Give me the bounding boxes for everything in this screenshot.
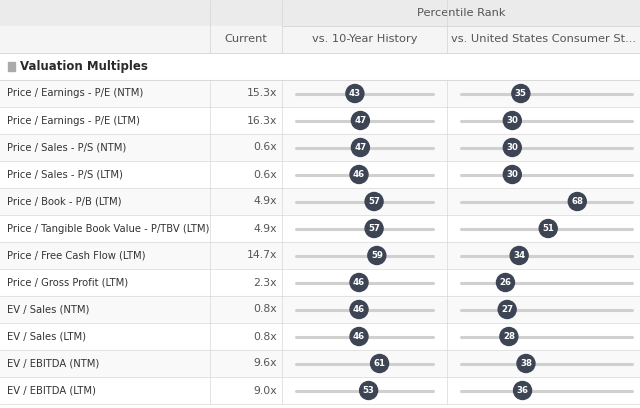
Text: 47: 47 [355, 116, 367, 125]
Circle shape [497, 273, 515, 291]
Bar [0, 161, 640, 188]
Text: Percentile Rank: Percentile Rank [417, 8, 505, 18]
Text: 2.3x: 2.3x [253, 277, 277, 288]
Circle shape [498, 301, 516, 319]
Text: 0.8x: 0.8x [253, 304, 277, 315]
Circle shape [510, 246, 528, 264]
Text: 38: 38 [520, 359, 532, 368]
Text: Price / Earnings - P/E (LTM): Price / Earnings - P/E (LTM) [7, 115, 140, 126]
Text: 53: 53 [363, 386, 374, 395]
Circle shape [517, 355, 535, 373]
Text: vs. United States Consumer St...: vs. United States Consumer St... [451, 35, 636, 44]
Text: Price / Free Cash Flow (LTM): Price / Free Cash Flow (LTM) [7, 251, 145, 260]
Text: 30: 30 [506, 170, 518, 179]
Circle shape [568, 193, 586, 211]
Text: 34: 34 [513, 251, 525, 260]
Circle shape [371, 355, 388, 373]
Bar [0, 188, 640, 215]
Text: 30: 30 [506, 116, 518, 125]
Circle shape [500, 328, 518, 346]
Circle shape [350, 166, 368, 184]
Text: EV / Sales (LTM): EV / Sales (LTM) [7, 331, 86, 341]
Bar [0, 80, 640, 107]
Text: 15.3x: 15.3x [246, 89, 277, 98]
Bar [0, 269, 640, 296]
Text: 28: 28 [503, 332, 515, 341]
Text: 0.6x: 0.6x [253, 169, 277, 180]
Text: 35: 35 [515, 89, 527, 98]
Bar [0, 107, 640, 134]
Text: EV / EBITDA (LTM): EV / EBITDA (LTM) [7, 386, 96, 395]
Circle shape [346, 84, 364, 102]
Bar [282, 0, 640, 26]
Text: Price / Sales - P/S (NTM): Price / Sales - P/S (NTM) [7, 142, 126, 153]
Text: 0.8x: 0.8x [253, 331, 277, 341]
Text: 46: 46 [353, 332, 365, 341]
Bar [0, 134, 640, 161]
Text: Price / Gross Profit (LTM): Price / Gross Profit (LTM) [7, 277, 128, 288]
Text: 26: 26 [499, 278, 511, 287]
Text: 30: 30 [506, 143, 518, 152]
Text: 46: 46 [353, 305, 365, 314]
Text: 51: 51 [542, 224, 554, 233]
Bar [0, 323, 640, 350]
Circle shape [368, 246, 386, 264]
Text: 46: 46 [353, 278, 365, 287]
Circle shape [503, 166, 522, 184]
Text: 43: 43 [349, 89, 361, 98]
Circle shape [351, 138, 369, 157]
Text: 27: 27 [501, 305, 513, 314]
Text: 36: 36 [516, 386, 529, 395]
Bar [0, 242, 640, 269]
Text: 68: 68 [572, 197, 583, 206]
Text: 47: 47 [355, 143, 367, 152]
Circle shape [350, 301, 368, 319]
Circle shape [513, 381, 532, 399]
Circle shape [540, 220, 557, 237]
Circle shape [512, 84, 530, 102]
Circle shape [351, 111, 369, 129]
Circle shape [350, 328, 368, 346]
Bar [0, 215, 640, 242]
Text: 57: 57 [368, 197, 380, 206]
Text: Price / Sales - P/S (LTM): Price / Sales - P/S (LTM) [7, 169, 123, 180]
Bar [0, 0, 640, 26]
Text: 4.9x: 4.9x [253, 197, 277, 206]
Circle shape [360, 381, 378, 399]
Text: 9.6x: 9.6x [253, 359, 277, 368]
Circle shape [365, 220, 383, 237]
Text: 0.6x: 0.6x [253, 142, 277, 153]
Circle shape [350, 273, 368, 291]
Text: Valuation Multiples: Valuation Multiples [20, 60, 148, 73]
Text: 14.7x: 14.7x [246, 251, 277, 260]
Text: 9.0x: 9.0x [253, 386, 277, 395]
Bar [0, 377, 640, 404]
Circle shape [365, 193, 383, 211]
Text: EV / Sales (NTM): EV / Sales (NTM) [7, 304, 90, 315]
Text: Price / Tangible Book Value - P/TBV (LTM): Price / Tangible Book Value - P/TBV (LTM… [7, 224, 209, 233]
Bar [0, 53, 640, 80]
Text: vs. 10-Year History: vs. 10-Year History [312, 35, 417, 44]
Text: Price / Book - P/B (LTM): Price / Book - P/B (LTM) [7, 197, 122, 206]
Text: Current: Current [225, 35, 268, 44]
Text: 46: 46 [353, 170, 365, 179]
Text: 61: 61 [374, 359, 385, 368]
Text: EV / EBITDA (NTM): EV / EBITDA (NTM) [7, 359, 99, 368]
Bar [8, 62, 15, 71]
Text: Price / Earnings - P/E (NTM): Price / Earnings - P/E (NTM) [7, 89, 143, 98]
Bar [0, 26, 640, 53]
Circle shape [503, 138, 522, 157]
Text: 16.3x: 16.3x [246, 115, 277, 126]
Circle shape [503, 111, 522, 129]
Text: 4.9x: 4.9x [253, 224, 277, 233]
Bar [0, 350, 640, 377]
Bar [0, 296, 640, 323]
Text: 59: 59 [371, 251, 383, 260]
Text: 57: 57 [368, 224, 380, 233]
